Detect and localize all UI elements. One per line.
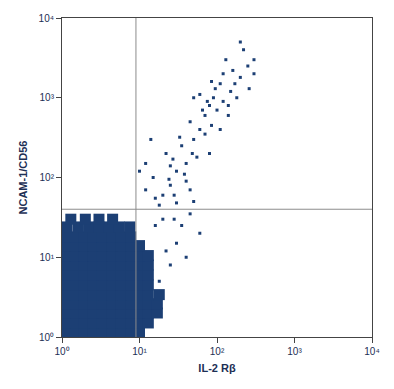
svg-text:10⁴: 10⁴ bbox=[364, 346, 379, 357]
svg-text:NCAM-1/CD56: NCAM-1/CD56 bbox=[17, 141, 29, 215]
svg-text:10³: 10³ bbox=[287, 346, 302, 357]
svg-text:10¹: 10¹ bbox=[132, 346, 147, 357]
svg-text:10⁴: 10⁴ bbox=[39, 13, 54, 24]
svg-text:10²: 10² bbox=[210, 346, 225, 357]
svg-text:10²: 10² bbox=[40, 172, 55, 183]
svg-text:10¹: 10¹ bbox=[40, 252, 55, 263]
svg-text:IL-2 Rβ: IL-2 Rβ bbox=[198, 362, 236, 374]
svg-text:10⁰: 10⁰ bbox=[39, 332, 54, 343]
svg-text:10⁰: 10⁰ bbox=[54, 346, 69, 357]
svg-text:10³: 10³ bbox=[40, 92, 55, 103]
